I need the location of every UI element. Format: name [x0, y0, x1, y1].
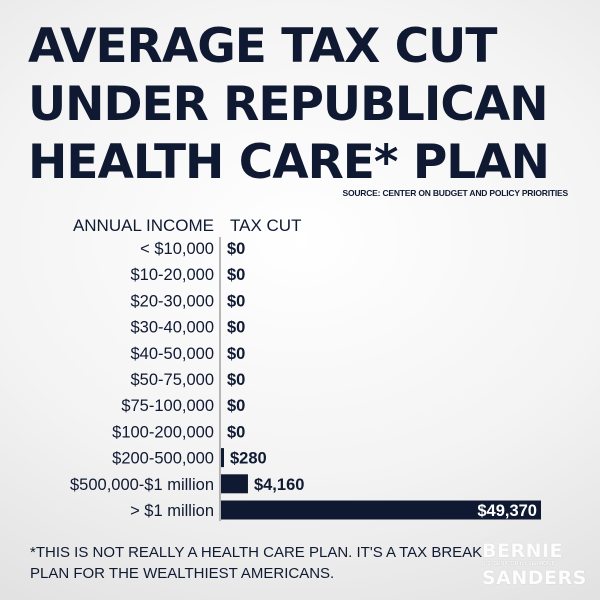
bar-value-label: $0	[227, 292, 245, 310]
bar-value-label: $0	[227, 345, 245, 363]
bar-value-label: $49,370	[477, 502, 537, 520]
bernie-sanders-logo: BERNIE U.S. SENATOR for VERMONT SANDERS	[482, 540, 587, 589]
bar	[221, 500, 541, 520]
category-label: $100-200,000	[112, 423, 214, 441]
bar-value-label: $4,160	[254, 476, 304, 494]
bar	[221, 448, 224, 468]
y-axis-header: ANNUAL INCOME	[72, 216, 214, 235]
category-label: $75-100,000	[121, 397, 214, 415]
category-label: $500,000-$1 million	[70, 476, 214, 494]
category-label: > $1 million	[130, 502, 214, 520]
bar-value-label: $0	[227, 397, 245, 415]
title-line-1: AVERAGE TAX CUT	[28, 19, 497, 74]
category-label: < $10,000	[140, 240, 214, 258]
bar-value-label: $0	[227, 266, 245, 284]
category-label: $20-30,000	[131, 292, 215, 310]
bar-value-label: $0	[227, 240, 245, 258]
bar-value-label: $0	[227, 423, 245, 441]
source-note: SOURCE: CENTER ON BUDGET AND POLICY PRIO…	[342, 188, 568, 198]
logo-line-1: BERNIE	[482, 540, 564, 562]
category-label: $40-50,000	[131, 345, 215, 363]
bar-value-label: $280	[230, 450, 267, 468]
chart-title: AVERAGE TAX CUT UNDER REPUBLICAN HEALTH …	[28, 18, 588, 192]
category-label: $50-75,000	[131, 371, 215, 389]
logo-line-3: SANDERS	[482, 567, 587, 589]
bar-value-label: $0	[227, 371, 245, 389]
bar	[221, 474, 248, 494]
logo-line-2: U.S. SENATOR for VERMONT	[482, 561, 554, 567]
title-line-2: UNDER REPUBLICAN	[28, 77, 549, 132]
category-label: $10-20,000	[131, 266, 215, 284]
bar-value-label: $0	[227, 319, 245, 337]
footnote: *THIS IS NOT REALLY A HEALTH CARE PLAN. …	[30, 544, 483, 582]
x-axis-header: TAX CUT	[230, 216, 302, 235]
category-label: $30-40,000	[131, 319, 215, 337]
category-label: $200-500,000	[112, 450, 214, 468]
title-line-3: HEALTH CARE* PLAN	[28, 135, 550, 190]
